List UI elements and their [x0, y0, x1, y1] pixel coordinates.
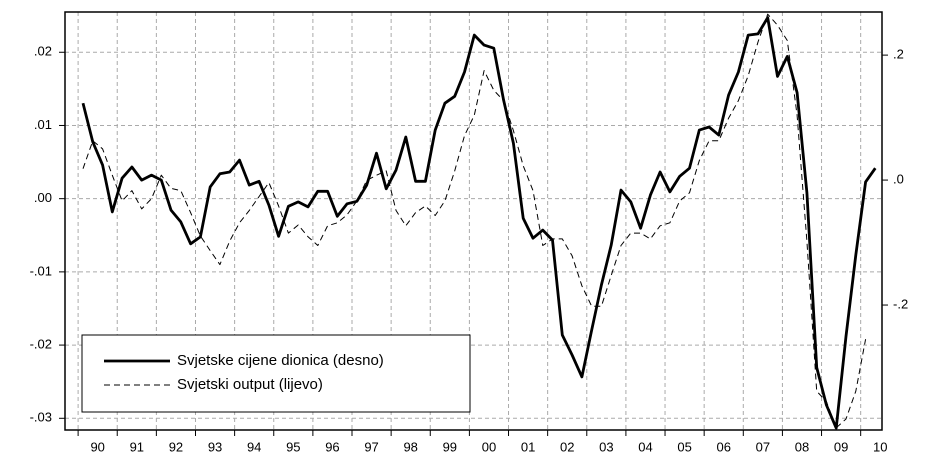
- x-tick-label: 94: [247, 439, 261, 454]
- y-tick-label: .02: [34, 44, 52, 59]
- x-tick-label: 90: [90, 439, 104, 454]
- x-tick-label: 95: [286, 439, 300, 454]
- y2-tick-label: .2: [893, 47, 904, 62]
- x-tick-label: 93: [208, 439, 222, 454]
- legend-label: Svjetski output (lijevo): [177, 376, 323, 393]
- x-tick-label: 01: [521, 439, 535, 454]
- x-tick-label: 96: [325, 439, 339, 454]
- y2-tick-label: .0: [893, 172, 904, 187]
- plot-frame: [64, 11, 883, 431]
- x-tick-label: 04: [638, 439, 652, 454]
- x-tick-label: 03: [599, 439, 613, 454]
- x-tick-label: 98: [403, 439, 417, 454]
- x-tick-label: 97: [364, 439, 378, 454]
- x-tick-label: 05: [677, 439, 691, 454]
- x-tick-label: 91: [130, 439, 144, 454]
- y-tick-label: -.03: [30, 410, 52, 425]
- y-tick-label: .00: [34, 190, 52, 205]
- x-tick-label: 07: [756, 439, 770, 454]
- legend-label: Svjetske cijene dionica (desno): [177, 352, 384, 369]
- x-tick-label: 06: [716, 439, 730, 454]
- y-tick-label: -.02: [30, 337, 52, 352]
- y2-tick-label: -.2: [893, 296, 908, 311]
- series-line: [81, 16, 877, 430]
- y-tick-label: .01: [34, 117, 52, 132]
- legend-box: [81, 334, 471, 413]
- x-tick-label: 09: [834, 439, 848, 454]
- x-tick-label: 92: [169, 439, 183, 454]
- x-tick-label: 08: [795, 439, 809, 454]
- x-tick-label: 10: [873, 439, 887, 454]
- x-tick-label: 02: [560, 439, 574, 454]
- y-tick-label: -.01: [30, 263, 52, 278]
- x-tick-label: 00: [482, 439, 496, 454]
- series-line: [82, 13, 867, 429]
- x-tick-label: 99: [443, 439, 457, 454]
